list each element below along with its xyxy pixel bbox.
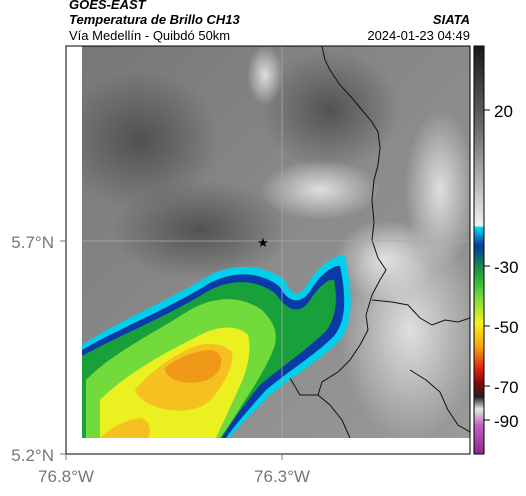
product-title: Temperatura de Brillo CH13 [69,12,240,27]
lat-label-1: 5.7°N [11,233,54,252]
colorbar-label-m70: -70 [494,378,519,397]
lat-label-2: 5.2°N [11,446,54,465]
timestamp-label: 2024-01-23 04:49 [367,28,470,43]
colorbar-label-20: 20 [494,102,513,121]
lon-label-2: 76.3°W [254,467,310,486]
star-marker-icon: ★ [257,236,269,251]
region-subtitle: Vía Medellín - Quibdó 50km [69,28,231,43]
satellite-image [82,46,470,438]
lon-label-1: 76.8°W [38,467,94,486]
colorbar-label-m90: -90 [494,412,519,431]
colorbar-label-m30: -30 [494,258,519,277]
colorbar: 20 -30 -50 -70 -90 [473,45,519,455]
organization-label: SIATA [432,12,470,27]
satellite-title: GOES-EAST [69,0,146,12]
colorbar-label-m50: -50 [494,318,519,337]
